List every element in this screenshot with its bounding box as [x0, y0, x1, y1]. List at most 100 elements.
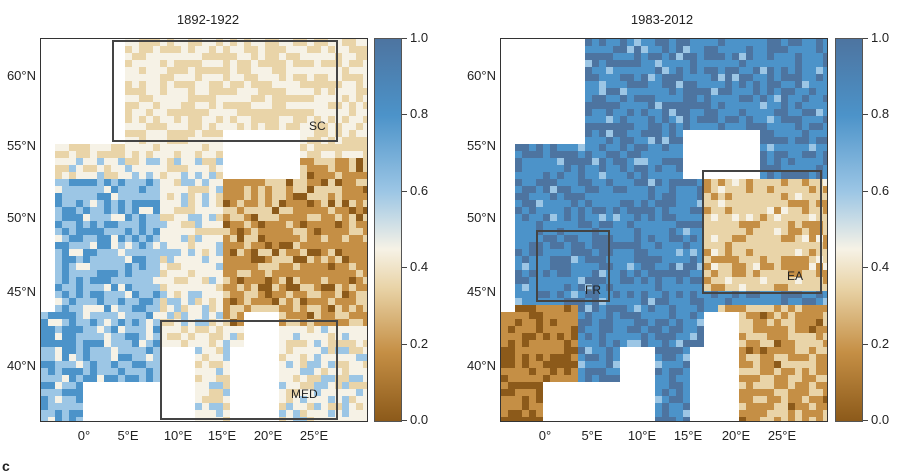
grid-cell [146, 319, 153, 326]
grid-cell [746, 207, 753, 214]
grid-cell [767, 410, 774, 417]
grid-cell [557, 179, 564, 186]
grid-cell [543, 326, 550, 333]
grid-cell [732, 123, 739, 130]
grid-cell [314, 368, 321, 375]
grid-cell [223, 74, 230, 81]
grid-cell [181, 256, 188, 263]
grid-cell [125, 200, 132, 207]
grid-cell [132, 130, 139, 137]
grid-cell [536, 284, 543, 291]
grid-cell [781, 151, 788, 158]
grid-cell [704, 228, 711, 235]
grid-cell [41, 389, 48, 396]
grid-cell [550, 249, 557, 256]
grid-cell [669, 277, 676, 284]
grid-cell [767, 151, 774, 158]
grid-cell [774, 81, 781, 88]
grid-cell [265, 109, 272, 116]
grid-cell [139, 326, 146, 333]
grid-cell [160, 263, 167, 270]
grid-cell [795, 214, 802, 221]
grid-cell [174, 144, 181, 151]
grid-cell [641, 88, 648, 95]
grid-cell [132, 81, 139, 88]
grid-cell [181, 116, 188, 123]
grid-cell [174, 333, 181, 340]
grid-cell [251, 95, 258, 102]
region-box-med [160, 320, 338, 420]
grid-cell [153, 53, 160, 60]
grid-cell [620, 74, 627, 81]
grid-cell [97, 228, 104, 235]
grid-cell [592, 319, 599, 326]
grid-cell [809, 193, 816, 200]
grid-cell [251, 221, 258, 228]
grid-cell [760, 144, 767, 151]
grid-cell [97, 193, 104, 200]
grid-cell [153, 340, 160, 347]
grid-cell [690, 123, 697, 130]
grid-cell [683, 263, 690, 270]
grid-cell [356, 60, 363, 67]
grid-cell [725, 95, 732, 102]
grid-cell [97, 186, 104, 193]
grid-cell [83, 284, 90, 291]
grid-cell [690, 39, 697, 46]
grid-cell [767, 60, 774, 67]
grid-cell [111, 361, 118, 368]
colorbar-tick [402, 267, 407, 269]
grid-cell [111, 375, 118, 382]
grid-cell [216, 368, 223, 375]
grid-cell [788, 165, 795, 172]
grid-cell [286, 46, 293, 53]
grid-cell [48, 417, 55, 421]
grid-cell [363, 186, 367, 193]
grid-cell [515, 389, 522, 396]
grid-cell [62, 333, 69, 340]
grid-cell [690, 263, 697, 270]
grid-cell [760, 67, 767, 74]
grid-cell [104, 305, 111, 312]
grid-cell [279, 235, 286, 242]
grid-cell [335, 151, 342, 158]
grid-cell [676, 242, 683, 249]
grid-cell [349, 130, 356, 137]
grid-cell [669, 130, 676, 137]
colorbar-tick [402, 420, 407, 421]
grid-cell [634, 60, 641, 67]
grid-cell [781, 410, 788, 417]
grid-cell [655, 291, 662, 298]
grid-cell [139, 284, 146, 291]
grid-cell [251, 74, 258, 81]
grid-cell [802, 130, 809, 137]
grid-cell [718, 291, 725, 298]
grid-cell [564, 186, 571, 193]
grid-cell [802, 186, 809, 193]
grid-cell [543, 158, 550, 165]
grid-cell [300, 242, 307, 249]
grid-cell [300, 39, 307, 46]
grid-cell [662, 249, 669, 256]
grid-cell [307, 347, 314, 354]
grid-cell [41, 312, 48, 319]
grid-cell [139, 123, 146, 130]
grid-cell [342, 200, 349, 207]
grid-cell [146, 123, 153, 130]
grid-cell [202, 305, 209, 312]
grid-cell [774, 193, 781, 200]
grid-cell [167, 67, 174, 74]
grid-cell [543, 368, 550, 375]
grid-cell [676, 256, 683, 263]
grid-cell [746, 102, 753, 109]
grid-cell [613, 249, 620, 256]
grid-cell [223, 95, 230, 102]
grid-cell [244, 74, 251, 81]
grid-cell [634, 340, 641, 347]
grid-cell [648, 333, 655, 340]
grid-cell [111, 291, 118, 298]
grid-cell [627, 158, 634, 165]
lat-label-left-4: 40°N [6, 358, 36, 373]
grid-cell [132, 298, 139, 305]
grid-cell [160, 207, 167, 214]
